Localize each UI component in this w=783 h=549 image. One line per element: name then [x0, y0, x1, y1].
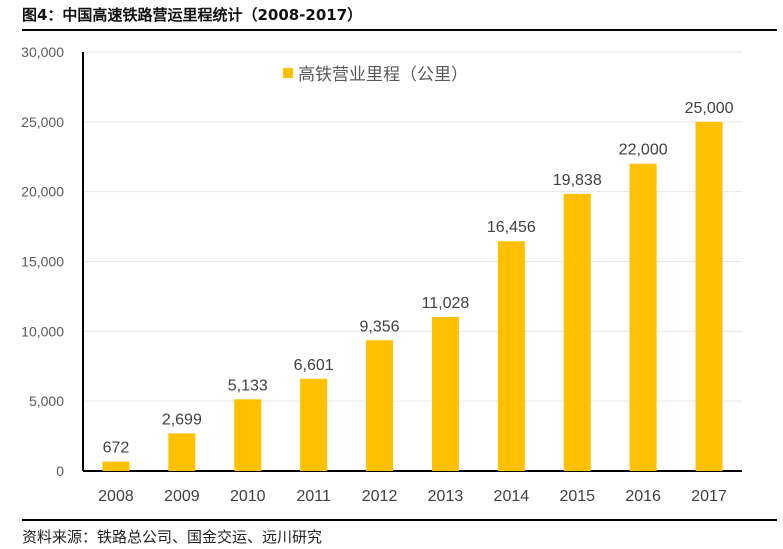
- bar: [629, 163, 657, 471]
- data-label: 9,356: [360, 318, 400, 335]
- x-tick-label: 2011: [296, 488, 331, 505]
- x-tick-label: 2013: [428, 488, 464, 505]
- legend-swatch: [283, 68, 293, 78]
- x-tick-label: 2009: [164, 488, 200, 505]
- title-divider: [22, 29, 777, 31]
- x-tick-label: 2015: [559, 488, 595, 505]
- y-tick-label: 10,000: [21, 323, 64, 339]
- data-label: 22,000: [619, 142, 668, 159]
- x-tick-label: 2008: [98, 488, 134, 505]
- data-label: 5,133: [228, 377, 268, 394]
- bar: [366, 340, 394, 471]
- y-tick-label: 30,000: [21, 44, 64, 60]
- bar: [234, 399, 262, 471]
- data-label: 11,028: [422, 295, 470, 312]
- data-label: 672: [103, 440, 130, 457]
- data-label: 19,838: [553, 172, 602, 189]
- x-tick-label: 2017: [691, 488, 727, 505]
- legend-label: 高铁营业里程（公里）: [298, 65, 468, 85]
- y-tick-label: 15,000: [21, 254, 64, 270]
- x-tick-label: 2016: [625, 488, 661, 505]
- y-tick-label: 5,000: [29, 393, 64, 409]
- y-tick-label: 0: [56, 463, 64, 479]
- bar: [102, 461, 130, 471]
- source-divider: [22, 519, 777, 521]
- figure-title: 图4：中国高速铁路营运里程统计（2008-2017）: [22, 6, 363, 24]
- x-tick-label: 2012: [362, 488, 398, 505]
- source-note: 资料来源：铁路总公司、国金交运、远川研究: [22, 528, 323, 546]
- data-label: 16,456: [487, 219, 536, 236]
- data-label: 2,699: [162, 411, 202, 428]
- bar: [497, 241, 525, 471]
- bar: [168, 433, 196, 471]
- y-tick-label: 25,000: [21, 114, 64, 130]
- bar: [300, 378, 328, 471]
- x-tick-label: 2010: [230, 488, 266, 505]
- bar: [431, 316, 459, 471]
- y-tick-label: 20,000: [21, 184, 64, 200]
- bar: [695, 121, 723, 471]
- data-label: 6,601: [294, 357, 334, 374]
- x-tick-label: 2014: [494, 488, 530, 505]
- data-label: 25,000: [685, 100, 734, 117]
- bar: [563, 193, 591, 471]
